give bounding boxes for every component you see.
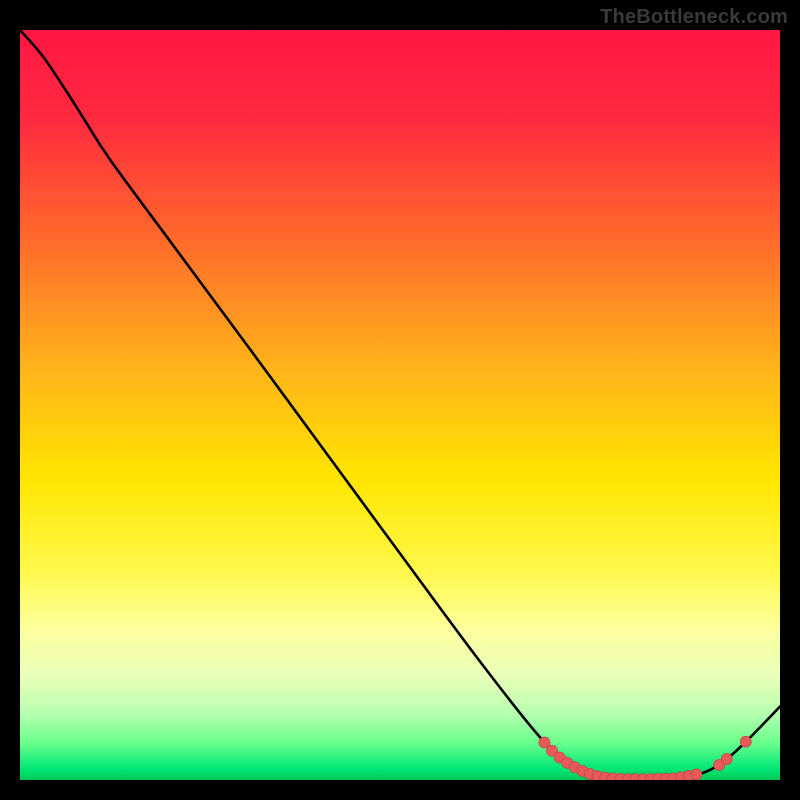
data-marker xyxy=(691,769,702,780)
bottleneck-chart xyxy=(20,30,780,780)
chart-area xyxy=(20,30,780,780)
data-marker xyxy=(721,754,732,765)
data-marker xyxy=(740,736,751,747)
watermark-text: TheBottleneck.com xyxy=(600,6,788,29)
gradient-background xyxy=(20,30,780,780)
